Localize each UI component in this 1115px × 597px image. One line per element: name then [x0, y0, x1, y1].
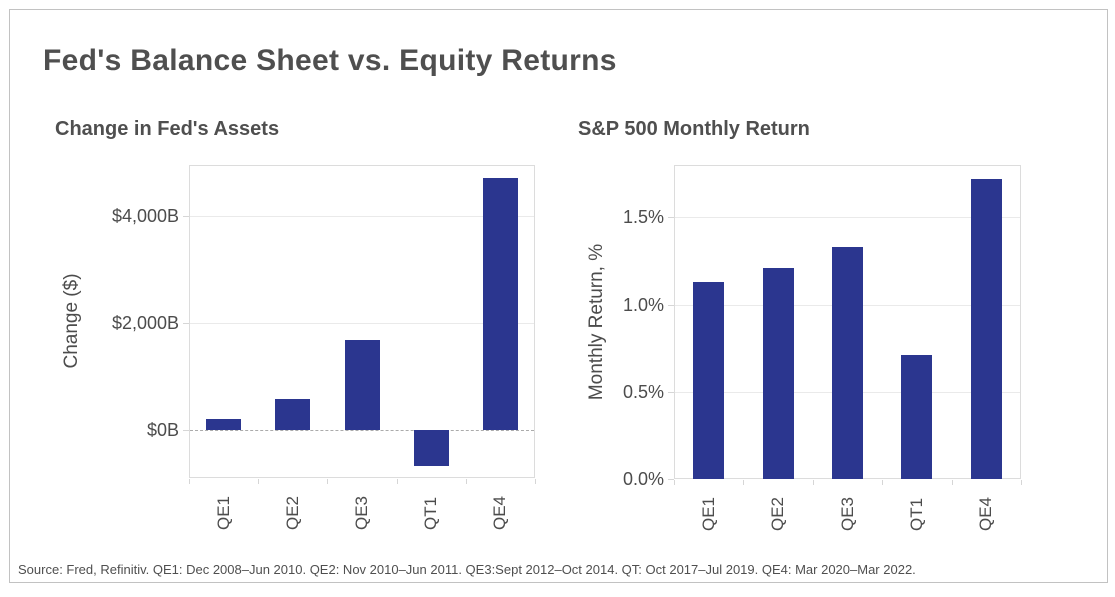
y-tick-label: 1.0% — [622, 294, 664, 315]
x-tick-mark — [535, 479, 536, 484]
y-axis-title: Change ($) — [61, 273, 82, 369]
bar-qt1 — [901, 355, 933, 479]
x-tick-mark — [951, 480, 953, 485]
bar-qe3 — [344, 340, 380, 430]
y-tick-label: $4,000B — [111, 205, 179, 226]
zero-line — [190, 429, 534, 431]
gridline — [190, 215, 534, 217]
x-tick-mark — [258, 479, 260, 484]
x-tick-mark — [674, 480, 675, 485]
y-tick-label: 0.5% — [622, 381, 664, 402]
x-tick-label-qe4: QE4 — [976, 496, 996, 531]
x-tick-label-qe2: QE2 — [282, 495, 302, 530]
gridline — [190, 322, 534, 324]
x-tick-mark — [812, 480, 814, 485]
bar-qe4 — [970, 178, 1002, 479]
y-tick-mark — [668, 304, 674, 306]
y-tick-mark — [183, 322, 189, 324]
y-tick-mark — [668, 217, 674, 219]
y-axis-title: Monthly Return, % — [586, 243, 607, 401]
x-tick-label-qt1: QT1 — [421, 496, 441, 530]
x-tick-label-qe3: QE3 — [837, 496, 857, 531]
y-tick-mark — [183, 215, 189, 217]
x-tick-label-qe1: QE1 — [213, 495, 233, 530]
bar-qe2 — [275, 398, 311, 430]
x-tick-label-qe2: QE2 — [768, 496, 788, 531]
bar-qe3 — [832, 246, 863, 479]
source-note: Source: Fred, Refinitiv. QE1: Dec 2008–J… — [18, 562, 916, 577]
x-tick-mark — [465, 479, 467, 484]
chart-title-fed-assets: Change in Fed's Assets — [55, 118, 280, 140]
x-tick-mark — [189, 479, 190, 484]
bar-qe4 — [482, 178, 518, 430]
chart-title-sp500-return: S&P 500 Monthly Return — [578, 118, 810, 140]
x-tick-label-qe4: QE4 — [490, 495, 510, 530]
x-tick-label-qe3: QE3 — [352, 495, 371, 530]
bar-qe1 — [206, 419, 242, 430]
x-tick-mark — [743, 480, 745, 485]
y-tick-label: $2,000B — [111, 312, 179, 333]
y-tick-mark — [183, 429, 189, 431]
y-tick-label: 0.0% — [622, 469, 664, 489]
y-tick-mark — [668, 391, 674, 393]
x-tick-mark — [882, 480, 884, 485]
y-tick-label: $0B — [146, 419, 179, 440]
bar-qt1 — [413, 429, 449, 467]
bar-qe1 — [693, 281, 725, 479]
x-tick-label-qe1: QE1 — [698, 496, 718, 531]
x-tick-mark — [1021, 480, 1022, 485]
page-title: Fed's Balance Sheet vs. Equity Returns — [43, 44, 617, 77]
gridline — [675, 217, 1020, 219]
y-tick-mark — [668, 479, 674, 480]
x-tick-mark — [327, 479, 329, 484]
x-tick-mark — [396, 479, 398, 484]
bar-qe2 — [762, 267, 794, 479]
x-tick-label-qt1: QT1 — [906, 497, 926, 531]
y-tick-label: 1.5% — [622, 207, 664, 228]
